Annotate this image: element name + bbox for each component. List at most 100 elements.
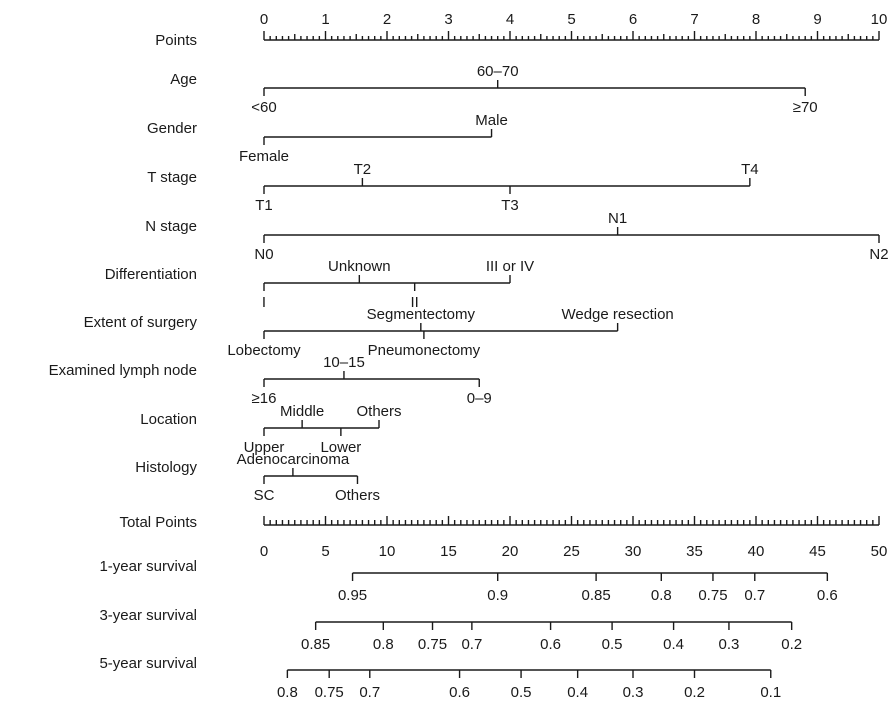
level-label: Pneumonectomy: [368, 342, 481, 359]
survival-scale-tick-label: 0.7: [461, 636, 482, 653]
level-label: Others: [335, 487, 380, 504]
survival-scale-tick-label: 0.75: [315, 684, 344, 701]
level-label: Male: [475, 112, 508, 129]
survival-scale-tick-label: 0.4: [567, 684, 588, 701]
level-label: T1: [255, 197, 273, 214]
level-label: N0: [254, 246, 273, 263]
level-label: T4: [741, 161, 759, 178]
predictor-label: T stage: [147, 169, 197, 186]
predictor-row: N stage N0 N1 N2: [145, 210, 888, 263]
predictor-label: Extent of surgery: [84, 314, 198, 331]
level-label: N2: [869, 246, 888, 263]
points-axis-tick-label: 6: [629, 11, 637, 28]
predictor-row: Age <60 60–70 ≥70: [170, 63, 817, 116]
survival-scale-tick-label: 0.1: [760, 684, 781, 701]
level-label: 10–15: [323, 354, 365, 371]
total-points-axis-tick-label: 10: [379, 543, 396, 560]
points-axis-tick-label: 9: [813, 11, 821, 28]
total-points-axis-tick-label: 0: [260, 543, 268, 560]
survival-scale-tick-label: 0.75: [418, 636, 447, 653]
points-axis-tick-label: 4: [506, 11, 514, 28]
level-label: ≥70: [793, 99, 818, 116]
total-points-axis-tick-label: 30: [625, 543, 642, 560]
level-label: Middle: [280, 403, 324, 420]
total-points-axis-tick-label: 20: [502, 543, 519, 560]
survival-scale-tick-label: 0.95: [338, 587, 367, 604]
survival-scale-tick-label: 0.6: [449, 684, 470, 701]
survival-scale-tick-label: 0.8: [651, 587, 672, 604]
survival-scale-tick-label: 0.5: [511, 684, 532, 701]
total-points-axis-tick-label: 50: [871, 543, 888, 560]
survival-scale-tick-label: 0.7: [744, 587, 765, 604]
survival-scale-tick-label: 0.9: [487, 587, 508, 604]
points-axis-tick-label: 0: [260, 11, 268, 28]
predictor-rows: Age <60 60–70 ≥70 Gender Female Male T stage T1 T…: [49, 63, 889, 504]
survival-scale-tick-label: 0.2: [684, 684, 705, 701]
total-points-axis-tick-label: 40: [748, 543, 765, 560]
level-label: 60–70: [477, 63, 519, 80]
total-points-axis-label: Total Points: [119, 514, 197, 531]
level-label: Lobectomy: [227, 342, 301, 359]
predictor-label: Examined lymph node: [49, 362, 197, 379]
predictor-row: Examined lymph node ≥16 10–15 0–9: [49, 354, 492, 407]
points-axis-tick-label: 10: [871, 11, 888, 28]
survival-scale: 1-year survival 0.95 0.9 0.85 0.8 0.75 0.7 0.6: [99, 558, 837, 604]
level-label: Lower: [320, 439, 361, 456]
survival-scale-tick-label: 0.8: [277, 684, 298, 701]
level-label: Segmentectomy: [367, 306, 476, 323]
predictor-label: Location: [140, 411, 197, 428]
level-label: Unknown: [328, 258, 391, 275]
survival-scale-tick-label: 0.3: [719, 636, 740, 653]
predictor-label: Histology: [135, 459, 197, 476]
total-points-axis-tick-label: 45: [809, 543, 826, 560]
points-axis-label: Points: [155, 32, 197, 49]
points-axis-tick-label: 2: [383, 11, 391, 28]
total-points-axis: Total Points 0 5 10 15 20 25 30 35 40 45 50: [119, 514, 887, 560]
predictor-label: Differentiation: [105, 266, 197, 283]
predictor-row: T stage T1 T2 T3 T4: [147, 161, 758, 214]
points-axis-tick-label: 8: [752, 11, 760, 28]
level-label: III or IV: [486, 258, 534, 275]
level-label: <60: [251, 99, 276, 116]
survival-scale-tick-label: 0.6: [540, 636, 561, 653]
predictor-row: Extent of surgery Lobectomy Segmentectomy P…: [84, 306, 674, 359]
predictor-label: Age: [170, 71, 197, 88]
predictor-label: N stage: [145, 218, 197, 235]
level-label: Wedge resection: [561, 306, 673, 323]
survival-scale-label: 5-year survival: [99, 655, 197, 672]
points-axis: Points 0 1 2 3 4 5 6 7 8 9 10: [155, 11, 887, 49]
survival-scale-tick-label: 0.3: [623, 684, 644, 701]
survival-scale-tick-label: 0.5: [602, 636, 623, 653]
points-axis-tick-label: 1: [321, 11, 329, 28]
survival-scale-tick-label: 0.4: [663, 636, 684, 653]
level-label: SC: [254, 487, 275, 504]
survival-scales: 1-year survival 0.95 0.9 0.85 0.8 0.75 0.7 0.6 3…: [99, 558, 837, 701]
level-label: ≥16: [252, 390, 277, 407]
level-label: Female: [239, 148, 289, 165]
total-points-axis-tick-label: 15: [440, 543, 457, 560]
level-label: I: [262, 294, 266, 311]
points-axis-tick-label: 5: [567, 11, 575, 28]
predictor-row: Histology SC Adenocarcinoma Others: [135, 451, 380, 504]
total-points-axis-tick-label: 5: [321, 543, 329, 560]
survival-scale-label: 1-year survival: [99, 558, 197, 575]
predictor-row: Differentiation I Unknown II III or IV: [105, 258, 534, 311]
points-axis-tick-label: 3: [444, 11, 452, 28]
predictor-row: Location Upper Middle Lower Others: [140, 403, 401, 456]
level-label: N1: [608, 210, 627, 227]
survival-scale-tick-label: 0.75: [698, 587, 727, 604]
total-points-axis-tick-label: 35: [686, 543, 703, 560]
predictor-row: Gender Female Male: [147, 112, 508, 165]
level-label: Upper: [244, 439, 285, 456]
level-label: Adenocarcinoma: [237, 451, 350, 468]
survival-scale-tick-label: 0.8: [373, 636, 394, 653]
survival-scale: 5-year survival 0.8 0.75 0.7 0.6 0.5 0.4 0.3 0.2…: [99, 655, 781, 701]
survival-scale-tick-label: 0.85: [301, 636, 330, 653]
predictor-label: Gender: [147, 120, 197, 137]
total-points-axis-tick-label: 25: [563, 543, 580, 560]
level-label: 0–9: [467, 390, 492, 407]
survival-scale-tick-label: 0.2: [781, 636, 802, 653]
survival-scale-label: 3-year survival: [99, 607, 197, 624]
points-axis-tick-label: 7: [690, 11, 698, 28]
